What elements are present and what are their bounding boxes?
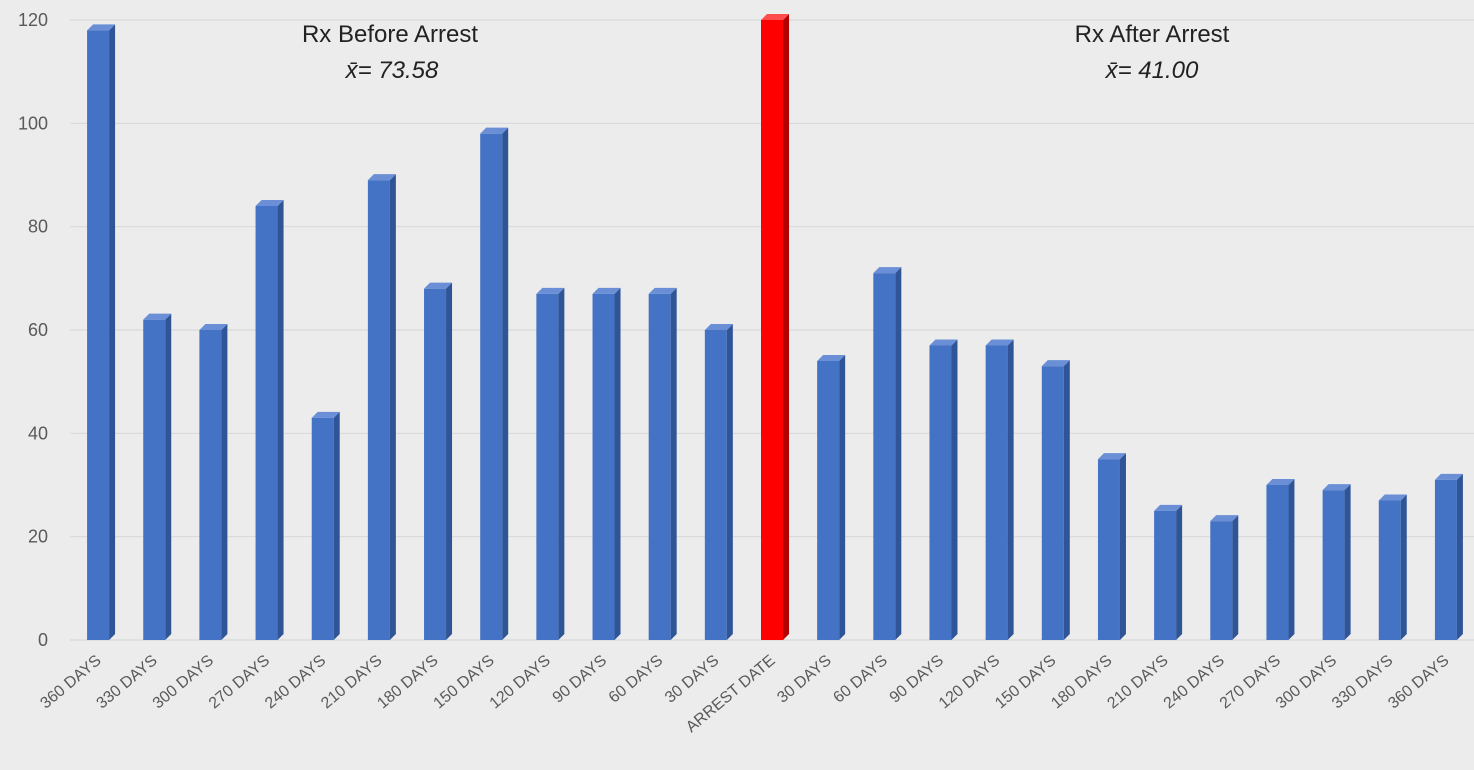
x-tick-label: 270 DAYS [1217,652,1284,712]
y-tick-label: 0 [38,630,48,650]
bar [143,313,172,640]
y-tick-label: 120 [18,10,48,30]
y-tick-label: 100 [18,113,48,133]
x-tick-label: 180 DAYS [374,652,441,712]
x-tick-label: 210 DAYS [318,652,385,712]
bar [985,339,1014,640]
bar [1434,473,1463,640]
bar [480,127,509,640]
bars [87,14,1463,641]
bar [1266,479,1295,640]
x-tick-label: 120 DAYS [487,652,554,712]
bar [424,282,453,640]
x-tick-label: 210 DAYS [1104,652,1171,712]
bar [311,411,340,640]
bar [199,324,228,640]
after-annotation-mean: x̄= 41.00 [1105,57,1199,84]
y-axis: 0 20 40 60 80 100 120 [18,10,48,650]
bar [1378,494,1407,640]
before-annotation-title: Rx Before Arrest [302,21,478,48]
x-tick-label: 90 DAYS [550,652,610,707]
x-tick-label: 150 DAYS [992,652,1059,712]
bar-highlight [761,14,789,640]
x-tick-label: 360 DAYS [1385,652,1452,712]
bar [817,355,846,640]
bar [1097,453,1126,640]
x-tick-label: 120 DAYS [936,652,1003,712]
x-tick-label: 360 DAYS [37,652,104,712]
bar [704,324,733,640]
x-tick-label: 240 DAYS [1161,652,1228,712]
x-tick-label: 30 DAYS [774,652,834,707]
x-tick-label: 330 DAYS [1329,652,1396,712]
x-tick-label: 330 DAYS [94,652,161,712]
bar [592,287,621,640]
x-tick-label: 180 DAYS [1048,652,1115,712]
x-tick-label: 150 DAYS [431,652,498,712]
before-annotation-mean: x̄= 73.58 [345,57,439,84]
bar [648,287,677,640]
bar [536,287,565,640]
bar [1041,360,1070,640]
x-tick-label: 60 DAYS [606,652,666,707]
annotations: Rx Before Arrest x̄= 73.58 Rx After Arre… [302,21,1230,84]
y-tick-label: 40 [28,423,48,443]
x-tick-label: 270 DAYS [206,652,273,712]
x-tick-label: 240 DAYS [262,652,329,712]
bar [929,339,958,640]
bar [1322,484,1351,640]
bar [1210,515,1239,640]
bar [367,174,396,640]
bar [87,24,116,641]
y-tick-label: 20 [28,527,48,547]
y-tick-label: 80 [28,217,48,237]
after-annotation-title: Rx After Arrest [1075,21,1230,48]
x-tick-label: 60 DAYS [830,652,890,707]
bar [1154,504,1183,640]
bar [873,267,902,640]
x-tick-label: 300 DAYS [1273,652,1340,712]
bar [255,200,284,640]
y-tick-label: 60 [28,320,48,340]
x-tick-label: 300 DAYS [150,652,217,712]
